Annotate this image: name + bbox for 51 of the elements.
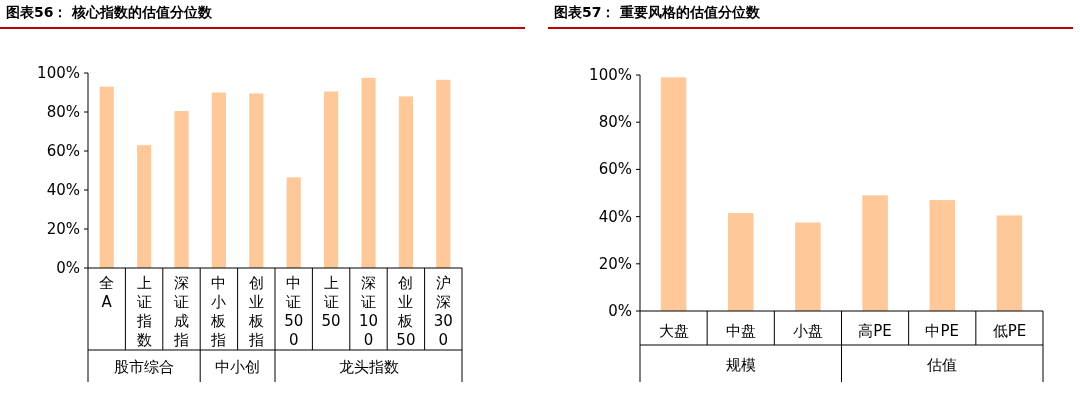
bar	[361, 77, 376, 268]
text: 龙头指数	[338, 358, 399, 376]
bar	[174, 111, 189, 268]
x-tick-label: 中PE	[925, 322, 960, 340]
y-tick-label: 40%	[598, 207, 632, 226]
y-tick-label: 60%	[598, 160, 632, 179]
bar	[323, 91, 339, 268]
bar	[436, 79, 451, 268]
y-tick-label: 20%	[46, 220, 80, 238]
y-tick-label: 80%	[46, 103, 80, 121]
bar	[660, 77, 687, 311]
text: 中小创	[215, 358, 261, 376]
bar	[211, 92, 227, 268]
x-tick-label: 创业板50	[396, 274, 416, 349]
x-tick-label: 全A	[99, 274, 115, 311]
x-tick-label: 低PE	[992, 322, 1027, 340]
bar	[996, 215, 1023, 311]
x-tick-label: 中证500	[284, 274, 304, 349]
y-tick-label: 40%	[46, 181, 80, 199]
x-tick-label: 上证指数	[135, 274, 152, 349]
x-tick-label: 上证50	[321, 274, 341, 330]
bar	[727, 213, 754, 311]
y-tick-label: 100%	[37, 64, 80, 82]
bar	[929, 200, 956, 311]
bar	[795, 222, 821, 311]
x-tick-label: 小盘	[792, 322, 823, 340]
bar	[249, 93, 264, 268]
y-tick-label: 100%	[589, 66, 632, 84]
y-tick-label: 80%	[598, 113, 632, 132]
x-tick-label: 沪深300	[433, 274, 453, 349]
y-tick-label: 60%	[46, 142, 80, 160]
bar	[398, 96, 414, 268]
chart-title: 图表56： 核心指数的估值分位数	[6, 4, 213, 22]
x-tick-label: 中盘	[725, 322, 756, 340]
bar	[99, 86, 114, 268]
x-tick-label: 中小板指	[210, 274, 227, 349]
text: 规模	[725, 355, 756, 374]
x-tick-label: 高PE	[858, 322, 892, 340]
y-tick-label: 0%	[56, 259, 80, 277]
y-tick-label: 0%	[608, 302, 632, 320]
y-tick-label: 20%	[598, 254, 632, 273]
text: 股市综合	[114, 358, 175, 376]
text: 估值	[926, 355, 958, 374]
x-tick-label: 深证成指	[173, 274, 189, 349]
chart-title: 图表57： 重要风格的估值分位数	[554, 4, 761, 22]
bar	[136, 145, 152, 268]
bar	[862, 195, 888, 311]
x-tick-label: 大盘	[658, 322, 689, 340]
x-tick-label: 创业板指	[247, 274, 264, 349]
bar	[286, 177, 301, 268]
x-tick-label: 深证100	[358, 274, 379, 349]
